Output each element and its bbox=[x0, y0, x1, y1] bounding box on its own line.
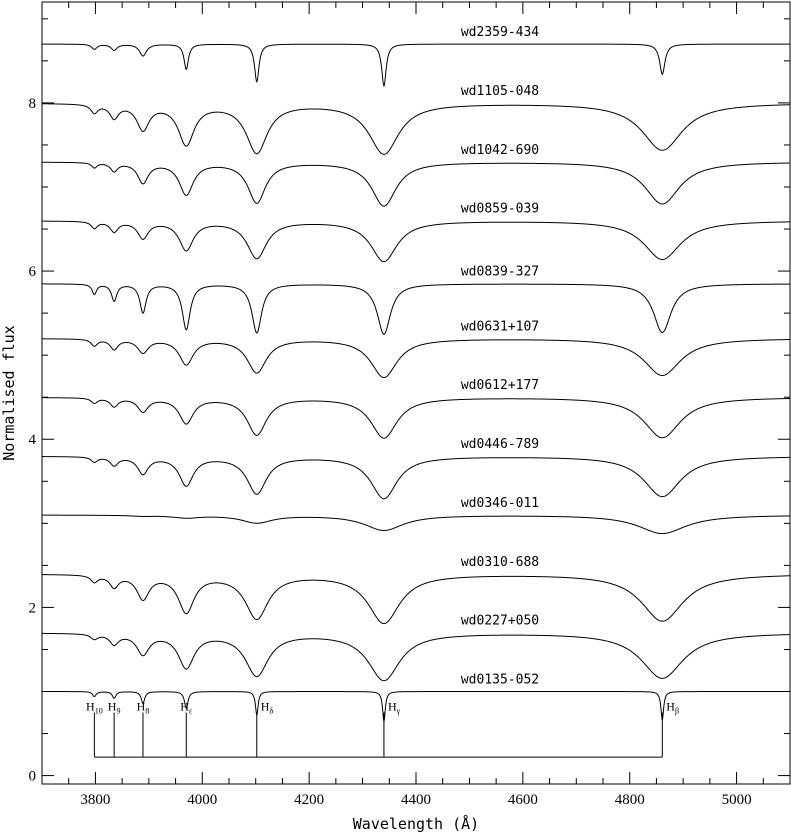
spectrum-wd0446-789 bbox=[42, 456, 791, 500]
x-tick-label: 4000 bbox=[187, 792, 217, 808]
balmer-marker-label: Hδ bbox=[261, 700, 274, 716]
series-label: wd1042-690 bbox=[461, 143, 539, 158]
y-tick-label: 0 bbox=[29, 769, 37, 785]
x-axis-label: Wavelength (Å) bbox=[353, 814, 479, 833]
spectrum-wd0346-011 bbox=[42, 514, 791, 535]
x-tick-label: 5000 bbox=[722, 792, 752, 808]
series-label: wd0839-327 bbox=[461, 265, 539, 280]
spectrum-wd2359-434 bbox=[42, 43, 790, 87]
series-label: wd0227+050 bbox=[461, 614, 539, 629]
balmer-marker-label: Hγ bbox=[388, 700, 401, 716]
spectrum-wd0612+177 bbox=[42, 397, 791, 439]
balmer-marker-label: H10 bbox=[86, 700, 103, 716]
series-label: wd0310-688 bbox=[461, 555, 539, 570]
spectrum-wd1105-048 bbox=[42, 103, 791, 155]
series-label: wd0859-039 bbox=[461, 202, 539, 217]
series-label: wd1105-048 bbox=[461, 84, 539, 99]
plot-frame bbox=[41, 1, 791, 785]
spectrum-wd0859-039 bbox=[42, 220, 791, 263]
series-label: wd2359-434 bbox=[461, 25, 539, 40]
balmer-marker-label: Hβ bbox=[666, 700, 679, 716]
y-tick-label: 2 bbox=[29, 600, 37, 616]
balmer-marker-label: H8 bbox=[137, 700, 150, 716]
spectrum-wd0631+107 bbox=[42, 338, 791, 379]
spectrum-wd0839-327 bbox=[42, 283, 790, 335]
series-label: wd0446-789 bbox=[461, 437, 539, 452]
y-tick-label: 6 bbox=[29, 264, 37, 280]
spectrum-wd1042-690 bbox=[42, 161, 791, 207]
y-tick-label: 4 bbox=[29, 432, 37, 448]
axis-ticks: 3800 4000 4200 4400 4600 4800 5000 0 2 4 6 8 bbox=[29, 2, 791, 808]
x-tick-label: 4800 bbox=[615, 792, 645, 808]
x-tick-label: 3800 bbox=[80, 792, 110, 808]
series-label: wd0135-052 bbox=[461, 673, 539, 688]
series-label: wd0346-011 bbox=[461, 496, 539, 511]
y-tick-label: 8 bbox=[29, 96, 37, 112]
balmer-markers: H10 H9 H8 Hε Hδ Hγ Hβ bbox=[86, 700, 679, 758]
balmer-marker-label: Hε bbox=[180, 700, 193, 716]
series-label: wd0612+177 bbox=[461, 378, 539, 393]
x-tick-label: 4600 bbox=[508, 792, 538, 808]
balmer-marker-label: H9 bbox=[108, 700, 121, 716]
spectra-series: wd2359-434 wd1105-048 wd1042-690 wd0859-039… bbox=[41, 25, 791, 723]
spectrum-wd0135-052 bbox=[42, 691, 790, 723]
x-tick-label: 4200 bbox=[294, 792, 324, 808]
x-tick-label: 4400 bbox=[401, 792, 431, 808]
spectrum-wd0227+050 bbox=[41, 632, 791, 682]
spectrum-wd0310-688 bbox=[41, 574, 791, 625]
series-label: wd0631+107 bbox=[461, 319, 539, 334]
y-axis-label: Normalised flux bbox=[0, 325, 18, 460]
